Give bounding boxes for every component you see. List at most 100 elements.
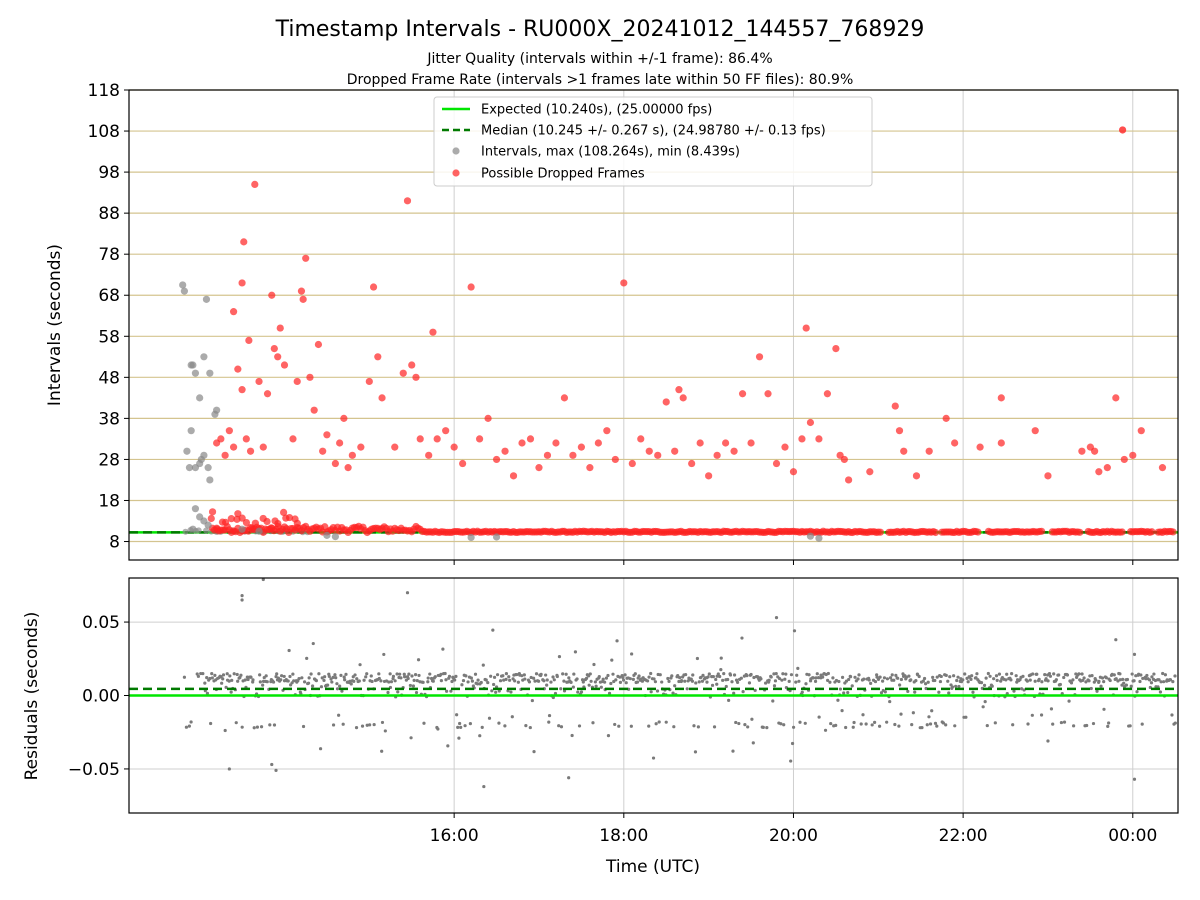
residual-point: [737, 721, 741, 726]
dropped-frame-point: [391, 443, 399, 451]
residual-point: [307, 676, 311, 680]
residual-point: [1121, 677, 1125, 681]
residual-point: [826, 671, 830, 676]
residual-point: [899, 712, 903, 716]
residual-point: [537, 679, 541, 683]
dropped-frame-point: [280, 361, 289, 369]
residual-point: [436, 727, 440, 731]
residual-point: [219, 675, 223, 679]
residual-point: [1062, 720, 1067, 724]
residual-point: [732, 691, 736, 695]
top-y-tick-label: 98: [98, 163, 120, 183]
dropped-frame-point: [815, 435, 823, 443]
residual-point: [655, 689, 660, 693]
residual-point: [728, 673, 733, 677]
interval-point: [806, 532, 815, 540]
interval-point: [492, 533, 501, 541]
residual-point: [727, 698, 731, 702]
top-y-tick-label: 18: [98, 491, 120, 511]
residual-point: [906, 689, 910, 693]
residual-point: [380, 749, 384, 753]
dropped-frame-point: [705, 472, 713, 480]
residual-point: [426, 680, 430, 684]
dropped-frame-point: [1078, 447, 1086, 455]
residual-point: [274, 675, 278, 679]
residual-point: [243, 678, 247, 682]
residual-point: [844, 725, 848, 730]
residual-point: [746, 725, 750, 729]
residual-point: [421, 680, 425, 684]
dropped-frame-point: [229, 443, 238, 451]
residual-point: [697, 680, 701, 684]
residual-point: [923, 682, 928, 686]
residual-point: [561, 672, 565, 676]
residual-point: [274, 768, 278, 773]
residual-point: [888, 699, 892, 704]
residual-point: [719, 656, 723, 660]
residual-point: [447, 674, 452, 678]
residual-point: [658, 673, 662, 677]
residual-point: [898, 683, 902, 687]
residual-point: [504, 672, 509, 676]
residual-point: [834, 678, 839, 683]
dropped-frame-point: [1031, 427, 1039, 435]
residual-point: [539, 672, 543, 677]
dropped-frame-point: [270, 345, 278, 353]
residual-point: [559, 725, 564, 729]
residual-point: [749, 672, 753, 677]
dropped-frame-point: [259, 443, 267, 451]
residual-point: [360, 724, 365, 728]
residual-point: [1135, 690, 1139, 694]
residual-point: [439, 672, 443, 676]
interval-point: [467, 533, 475, 542]
dropped-frame-point: [416, 435, 424, 443]
dropped-frame-point: [227, 515, 235, 523]
residual-point: [319, 685, 324, 689]
residual-point: [873, 679, 878, 684]
residual-point: [1084, 680, 1088, 684]
residual-point: [950, 685, 955, 689]
dropped-frame-point: [997, 439, 1005, 447]
residual-point: [544, 673, 548, 677]
residual-point: [542, 679, 546, 683]
residual-point: [907, 674, 911, 678]
residual-point: [314, 679, 318, 683]
residual-point: [1128, 724, 1132, 728]
max-interval-point: [1119, 126, 1127, 134]
residual-point: [1168, 678, 1173, 682]
residual-point: [773, 679, 778, 683]
residual-point: [287, 648, 291, 653]
dropped-frame-point: [535, 464, 543, 472]
dropped-frame-point: [1129, 451, 1137, 459]
residual-point: [344, 672, 348, 676]
dropped-frame-point: [509, 472, 518, 480]
residual-point: [524, 723, 528, 728]
dropped-frame-point: [442, 427, 450, 435]
residual-point: [1147, 678, 1152, 682]
residual-point: [562, 679, 566, 683]
residual-point: [532, 676, 536, 680]
dropped-frame-point: [365, 377, 373, 386]
dropped-frame-point: [637, 435, 645, 443]
dropped-frame-point: [866, 468, 874, 476]
residual-point: [777, 676, 782, 681]
residual-point: [261, 577, 265, 582]
residual-point: [579, 690, 584, 694]
residual-point: [772, 672, 776, 676]
residual-point: [647, 724, 651, 728]
residual-point: [649, 690, 653, 694]
residual-point: [1025, 679, 1029, 683]
residual-point: [948, 675, 952, 679]
dropped-frame-point: [586, 464, 594, 472]
residual-point: [264, 674, 268, 678]
dropped-frame-point: [285, 513, 294, 522]
dropped-frame-point: [374, 353, 382, 361]
residual-point: [877, 724, 882, 728]
dropped-frame-point: [569, 451, 577, 459]
interval-point: [187, 427, 195, 435]
residual-point: [927, 715, 931, 719]
dropped-frame-point: [832, 345, 840, 353]
residual-point: [885, 677, 890, 681]
dropped-frame-point: [369, 283, 378, 291]
residual-point: [252, 726, 256, 730]
